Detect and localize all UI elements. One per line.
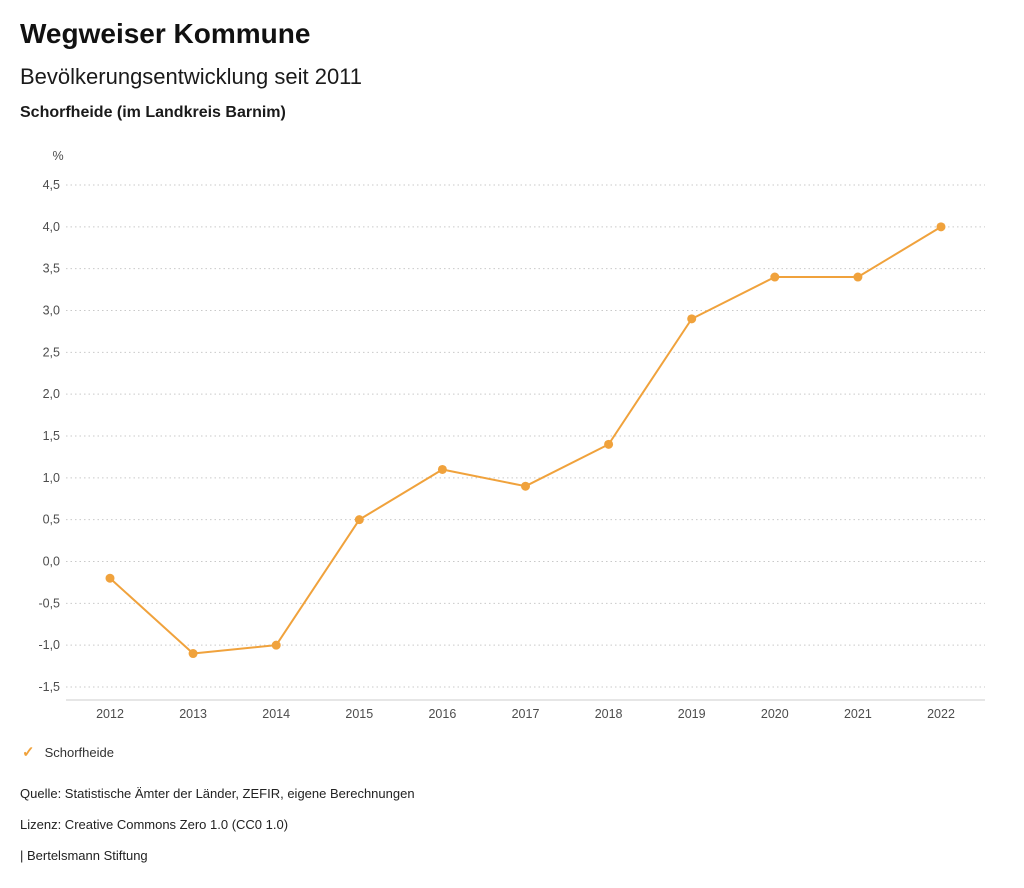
brand-note: | Bertelsmann Stiftung [20,848,148,863]
y-axis-tick-label: -0,5 [38,596,60,610]
x-axis-tick-label: 2020 [761,707,789,721]
y-axis-tick-label: 0,0 [43,555,60,569]
y-axis-tick-label: 1,5 [43,429,60,443]
y-axis-tick-label: 4,5 [43,178,60,192]
y-axis-tick-label: 3,0 [43,304,60,318]
x-axis-tick-label: 2019 [678,707,706,721]
data-point [188,649,198,659]
population-trend-line-chart: % 4,5 4,0 3,5 3,0 2,5 2,0 1,5 1,0 0,5 0,0 -0,5 -1,0 -… [0,140,1024,740]
x-axis-tick-label: 2021 [844,707,872,721]
data-point [604,439,614,449]
y-axis-tick-label: 1,0 [43,471,60,485]
y-axis-tick-label: 2,0 [43,387,60,401]
x-axis-tick-label: 2017 [512,707,540,721]
page-title: Wegweiser Kommune [20,18,311,49]
x-axis-tick-label: 2015 [345,707,373,721]
source-note: Quelle: Statistische Ämter der Länder, Z… [20,786,415,801]
data-point [687,314,697,324]
series-line [109,225,942,655]
x-axis-tick-label: 2022 [927,707,955,721]
x-axis-tick-label: 2012 [96,707,124,721]
legend-item-schorfheide[interactable]: Schorfheide [44,745,114,760]
x-axis-tick-label: 2018 [595,707,623,721]
legend: ✓ Schorfheide [22,745,114,760]
data-point [770,272,780,282]
data-point [271,640,281,650]
x-axis-tick-label: 2013 [179,707,207,721]
chart-canvas: % 4,5 4,0 3,5 3,0 2,5 2,0 1,5 1,0 0,5 0,0 -0,5 -1,0 -… [38,149,985,721]
chart-region-subtitle: Schorfheide (im Landkreis Barnim) [20,104,286,121]
data-point [853,272,863,282]
data-point [437,464,447,474]
y-axis-tick-label: 3,5 [43,262,60,276]
chart-title: Bevölkerungsentwicklung seit 2011 [20,64,363,89]
y-axis-tick-label: -1,0 [38,638,60,652]
data-point [521,481,530,491]
x-axis-tick-label: 2016 [428,707,456,721]
license-note: Lizenz: Creative Commons Zero 1.0 (CC0 1… [20,817,289,832]
y-axis-tick-label: 4,0 [43,220,60,234]
y-axis-tick-label: -1,5 [38,680,60,694]
y-axis-tick-label: 0,5 [43,513,60,527]
y-axis-tick-label: 2,5 [43,345,60,359]
data-point [354,515,364,525]
x-axis-tick-label: 2014 [262,707,290,721]
legend-check-icon: ✓ [22,744,35,761]
data-point [105,573,115,583]
y-axis-unit-label: % [52,149,63,163]
data-point [936,222,946,232]
